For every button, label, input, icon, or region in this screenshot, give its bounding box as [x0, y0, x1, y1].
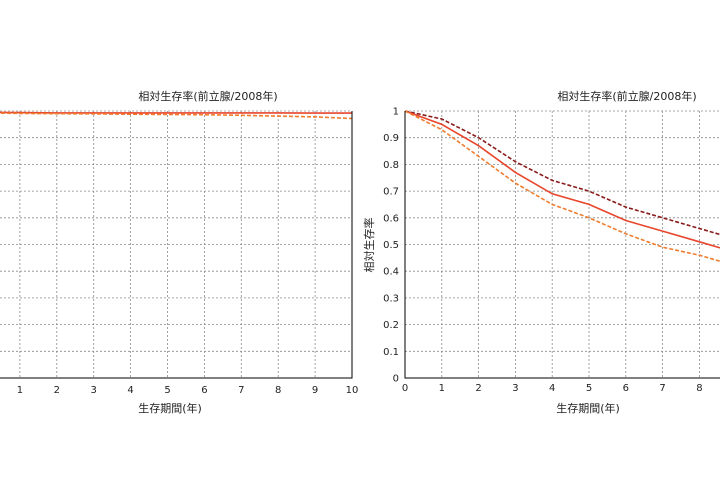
- right-series-line-0: [404, 110, 720, 236]
- left-chart-title: 相対生存率(前立腺/2008年): [138, 89, 277, 103]
- right-y-tick-label: 0.7: [383, 187, 399, 198]
- left-x-tick-label: 6: [201, 385, 207, 396]
- left-grid: [0, 110, 352, 378]
- left-x-tick-label: 8: [275, 385, 281, 396]
- right-x-tick-label: 4: [549, 383, 555, 394]
- right-x-tick-label: 2: [475, 383, 481, 394]
- right-x-axis-label: 生存期間(年): [556, 401, 620, 415]
- right-x-tick-label: 6: [623, 383, 629, 394]
- left-x-tick-label: 1: [17, 385, 23, 396]
- right-x-tick-label: 5: [586, 383, 592, 394]
- right-series-lines: [404, 110, 720, 263]
- left-axes-frame: [0, 111, 353, 379]
- left-series-lines: [0, 111, 353, 120]
- left-x-tick-label: 2: [54, 385, 60, 396]
- right-chart-title: 相対生存率(前立腺/2008年): [557, 89, 696, 103]
- right-y-tick-label: 0: [393, 374, 399, 385]
- left-series-line-1: [0, 112, 353, 120]
- left-x-tick-label: 4: [127, 385, 133, 396]
- right-y-tick-label: 0.3: [383, 293, 399, 304]
- left-x-ticks: 1 2 3 4 5 6 7 8 9 10: [17, 385, 359, 396]
- right-series-line-1: [404, 110, 720, 249]
- right-grid: [405, 110, 720, 378]
- right-y-tick-label: 0.8: [383, 160, 399, 171]
- left-x-tick-label: 9: [312, 385, 318, 396]
- right-axes-frame: [404, 111, 720, 379]
- right-y-tick-label: 0.4: [383, 267, 399, 278]
- right-y-tick-label: 0.9: [383, 133, 399, 144]
- left-x-tick-label: 10: [346, 385, 359, 396]
- right-y-tick-label: 0.2: [383, 320, 399, 331]
- left-x-tick-label: 5: [164, 385, 170, 396]
- right-survival-chart: 相対生存率(前立腺/2008年) 00.10.20.30.40.50.60.70…: [362, 89, 720, 415]
- right-x-tick-label: 0: [402, 383, 408, 394]
- right-y-tick-label: 0.6: [383, 213, 399, 224]
- right-y-axis-label: 相対生存率: [362, 218, 376, 273]
- right-x-tick-label: 7: [659, 383, 665, 394]
- right-y-tick-label: 0.1: [383, 347, 399, 358]
- right-y-tick-label: 0.5: [383, 240, 399, 251]
- right-x-tick-label: 1: [439, 383, 445, 394]
- right-y-tick-label: 1: [393, 107, 399, 118]
- left-x-axis-label: 生存期間(年): [138, 401, 202, 415]
- right-series-line-2: [404, 110, 720, 263]
- right-x-tick-label: 3: [512, 383, 518, 394]
- right-x-ticks: 0 1 2 3 4 5 6 7 8: [402, 383, 703, 394]
- right-y-ticks: 0 0.1 0.2 0.3 0.4 0.5 0.6 0.7 0.8 0.9 1: [383, 107, 399, 385]
- left-survival-chart: 相対生存率(前立腺/2008年) 1 2 3 4 5 6 7 8 9 10 生存期間(年): [0, 89, 358, 415]
- left-x-tick-label: 7: [238, 385, 244, 396]
- left-x-tick-label: 3: [91, 385, 97, 396]
- right-x-tick-label: 8: [696, 383, 702, 394]
